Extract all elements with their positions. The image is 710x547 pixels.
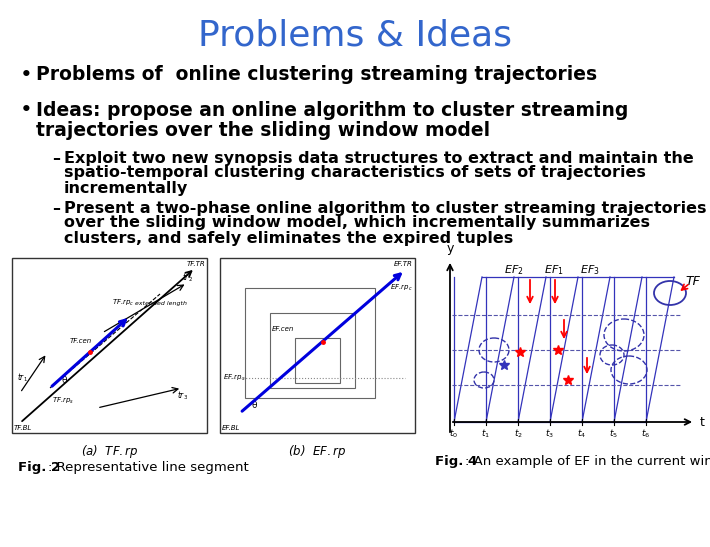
Text: Problems & Ideas: Problems & Ideas — [198, 18, 512, 52]
Text: $t_1$: $t_1$ — [481, 427, 491, 439]
Bar — [270, 313, 355, 388]
Text: y: y — [447, 242, 454, 255]
Bar — [295, 338, 340, 383]
Text: $EF_3$: $EF_3$ — [580, 263, 600, 277]
Text: : An example of EF in the current window: : An example of EF in the current window — [465, 455, 710, 468]
Text: (a)  $TF.rp$: (a) $TF.rp$ — [81, 443, 138, 460]
Text: TF.TR: TF.TR — [186, 261, 205, 267]
Text: –: – — [52, 201, 60, 216]
Text: $tr_2$: $tr_2$ — [182, 272, 193, 284]
Text: θ: θ — [62, 376, 67, 385]
Text: : Representative line segment: : Representative line segment — [48, 461, 248, 474]
Text: $EF_1$: $EF_1$ — [544, 263, 564, 277]
Text: Ideas: propose an online algorithm to cluster streaming: Ideas: propose an online algorithm to cl… — [36, 101, 628, 119]
Text: •: • — [20, 65, 33, 85]
Text: $tr_3$: $tr_3$ — [177, 390, 188, 402]
Text: θ: θ — [252, 401, 258, 410]
Text: over the sliding window model, which incrementally summarizes: over the sliding window model, which inc… — [64, 216, 650, 230]
Bar — [220, 258, 415, 433]
Text: –: – — [52, 150, 60, 166]
Text: Fig. 2: Fig. 2 — [18, 461, 60, 474]
Text: incrementally: incrementally — [64, 181, 188, 195]
Text: Fig. 4: Fig. 4 — [435, 455, 477, 468]
Text: $t_5$: $t_5$ — [609, 427, 618, 439]
Text: Present a two-phase online algorithm to cluster streaming trajectories: Present a two-phase online algorithm to … — [64, 201, 706, 216]
Text: $tr_1$: $tr_1$ — [17, 372, 28, 384]
Text: TF.rp$_c$: TF.rp$_c$ — [112, 298, 134, 308]
Text: TF.cen: TF.cen — [70, 338, 92, 344]
Text: EF.rp$_c$: EF.rp$_c$ — [391, 283, 413, 293]
Text: extended length: extended length — [135, 301, 187, 306]
Text: $t_6$: $t_6$ — [641, 427, 650, 439]
Text: t: t — [700, 416, 705, 428]
Text: $t_0$: $t_0$ — [449, 427, 459, 439]
Bar — [245, 288, 375, 398]
Text: $t_4$: $t_4$ — [577, 427, 586, 439]
Text: TF.BL: TF.BL — [14, 425, 32, 431]
Text: Problems of  online clustering streaming trajectories: Problems of online clustering streaming … — [36, 66, 597, 84]
Text: trajectories over the sliding window model: trajectories over the sliding window mod… — [36, 120, 490, 139]
Text: $EF_2$: $EF_2$ — [504, 263, 524, 277]
Text: TF: TF — [685, 275, 700, 288]
Text: Exploit two new synopsis data structures to extract and maintain the: Exploit two new synopsis data structures… — [64, 150, 694, 166]
Bar — [12, 258, 207, 433]
Text: $t_2$: $t_2$ — [513, 427, 523, 439]
Text: clusters, and safely eliminates the expired tuples: clusters, and safely eliminates the expi… — [64, 230, 513, 246]
Text: (b)  $EF.rp$: (b) $EF.rp$ — [288, 443, 346, 460]
Text: EF.cen: EF.cen — [272, 326, 295, 332]
Text: EF.TR: EF.TR — [394, 261, 413, 267]
Text: spatio-temporal clustering characteristics of sets of trajectories: spatio-temporal clustering characteristi… — [64, 166, 646, 181]
Text: $t_3$: $t_3$ — [545, 427, 555, 439]
Text: EF.rp$_s$: EF.rp$_s$ — [223, 373, 246, 383]
Text: EF.BL: EF.BL — [222, 425, 241, 431]
Text: •: • — [20, 100, 33, 120]
Text: TF.rp$_s$: TF.rp$_s$ — [52, 396, 75, 406]
